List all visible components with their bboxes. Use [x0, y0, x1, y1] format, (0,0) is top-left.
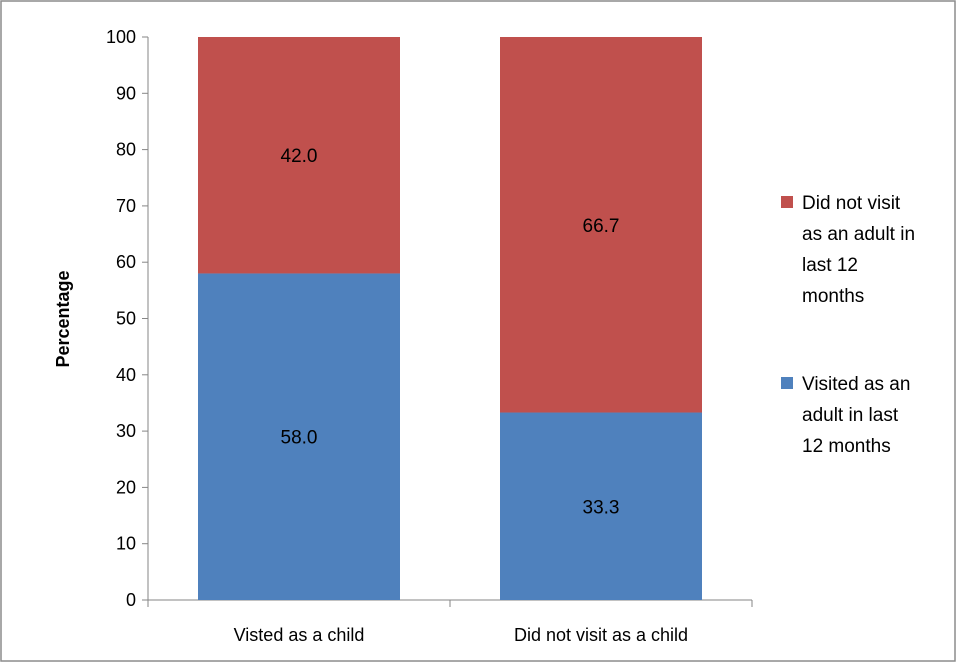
legend-label: as an adult in — [802, 224, 915, 245]
axes: 0 10 20 30 40 50 60 70 80 90 100 Visted as a child D… — [106, 27, 753, 645]
bars — [198, 37, 702, 600]
y-tick-label: 10 — [116, 534, 136, 554]
legend-label: Visited as an — [802, 374, 910, 395]
y-axis-label: Percentage — [53, 270, 73, 367]
legend-label: adult in last — [802, 405, 899, 426]
bar-segment-visited-0 — [198, 273, 400, 600]
bar-segment-did-not-visit-1 — [500, 37, 702, 413]
legend-label: months — [802, 286, 864, 307]
legend-swatch — [781, 196, 793, 208]
legend-swatch — [781, 377, 793, 389]
legend-label: last 12 — [802, 255, 858, 276]
data-label: 66.7 — [583, 216, 620, 237]
data-label: 42.0 — [281, 146, 318, 167]
data-label: 33.3 — [583, 497, 620, 518]
y-tick-label: 80 — [116, 140, 136, 160]
y-tick-label: 90 — [116, 83, 136, 103]
y-tick-label: 100 — [106, 27, 136, 47]
y-tick-label: 50 — [116, 309, 136, 329]
bar-segment-did-not-visit-0 — [198, 37, 400, 274]
legend-label: Did not visit — [802, 193, 901, 214]
x-tick-label: Visted as a child — [234, 625, 365, 645]
legend: Did not visit as an adult in last 12 months… — [781, 193, 915, 457]
y-tick-label: 20 — [116, 477, 136, 497]
y-tick-label: 30 — [116, 421, 136, 441]
data-label: 58.0 — [281, 428, 318, 449]
y-tick-label: 40 — [116, 365, 136, 385]
y-tick-label: 0 — [126, 590, 136, 610]
bar-segment-visited-1 — [500, 412, 702, 600]
legend-label: 12 months — [802, 436, 891, 457]
data-labels: 58.0 42.0 33.3 66.7 — [281, 146, 620, 518]
x-tick-label: Did not visit as a child — [514, 625, 688, 645]
y-tick-label: 70 — [116, 196, 136, 216]
y-tick-label: 60 — [116, 252, 136, 272]
